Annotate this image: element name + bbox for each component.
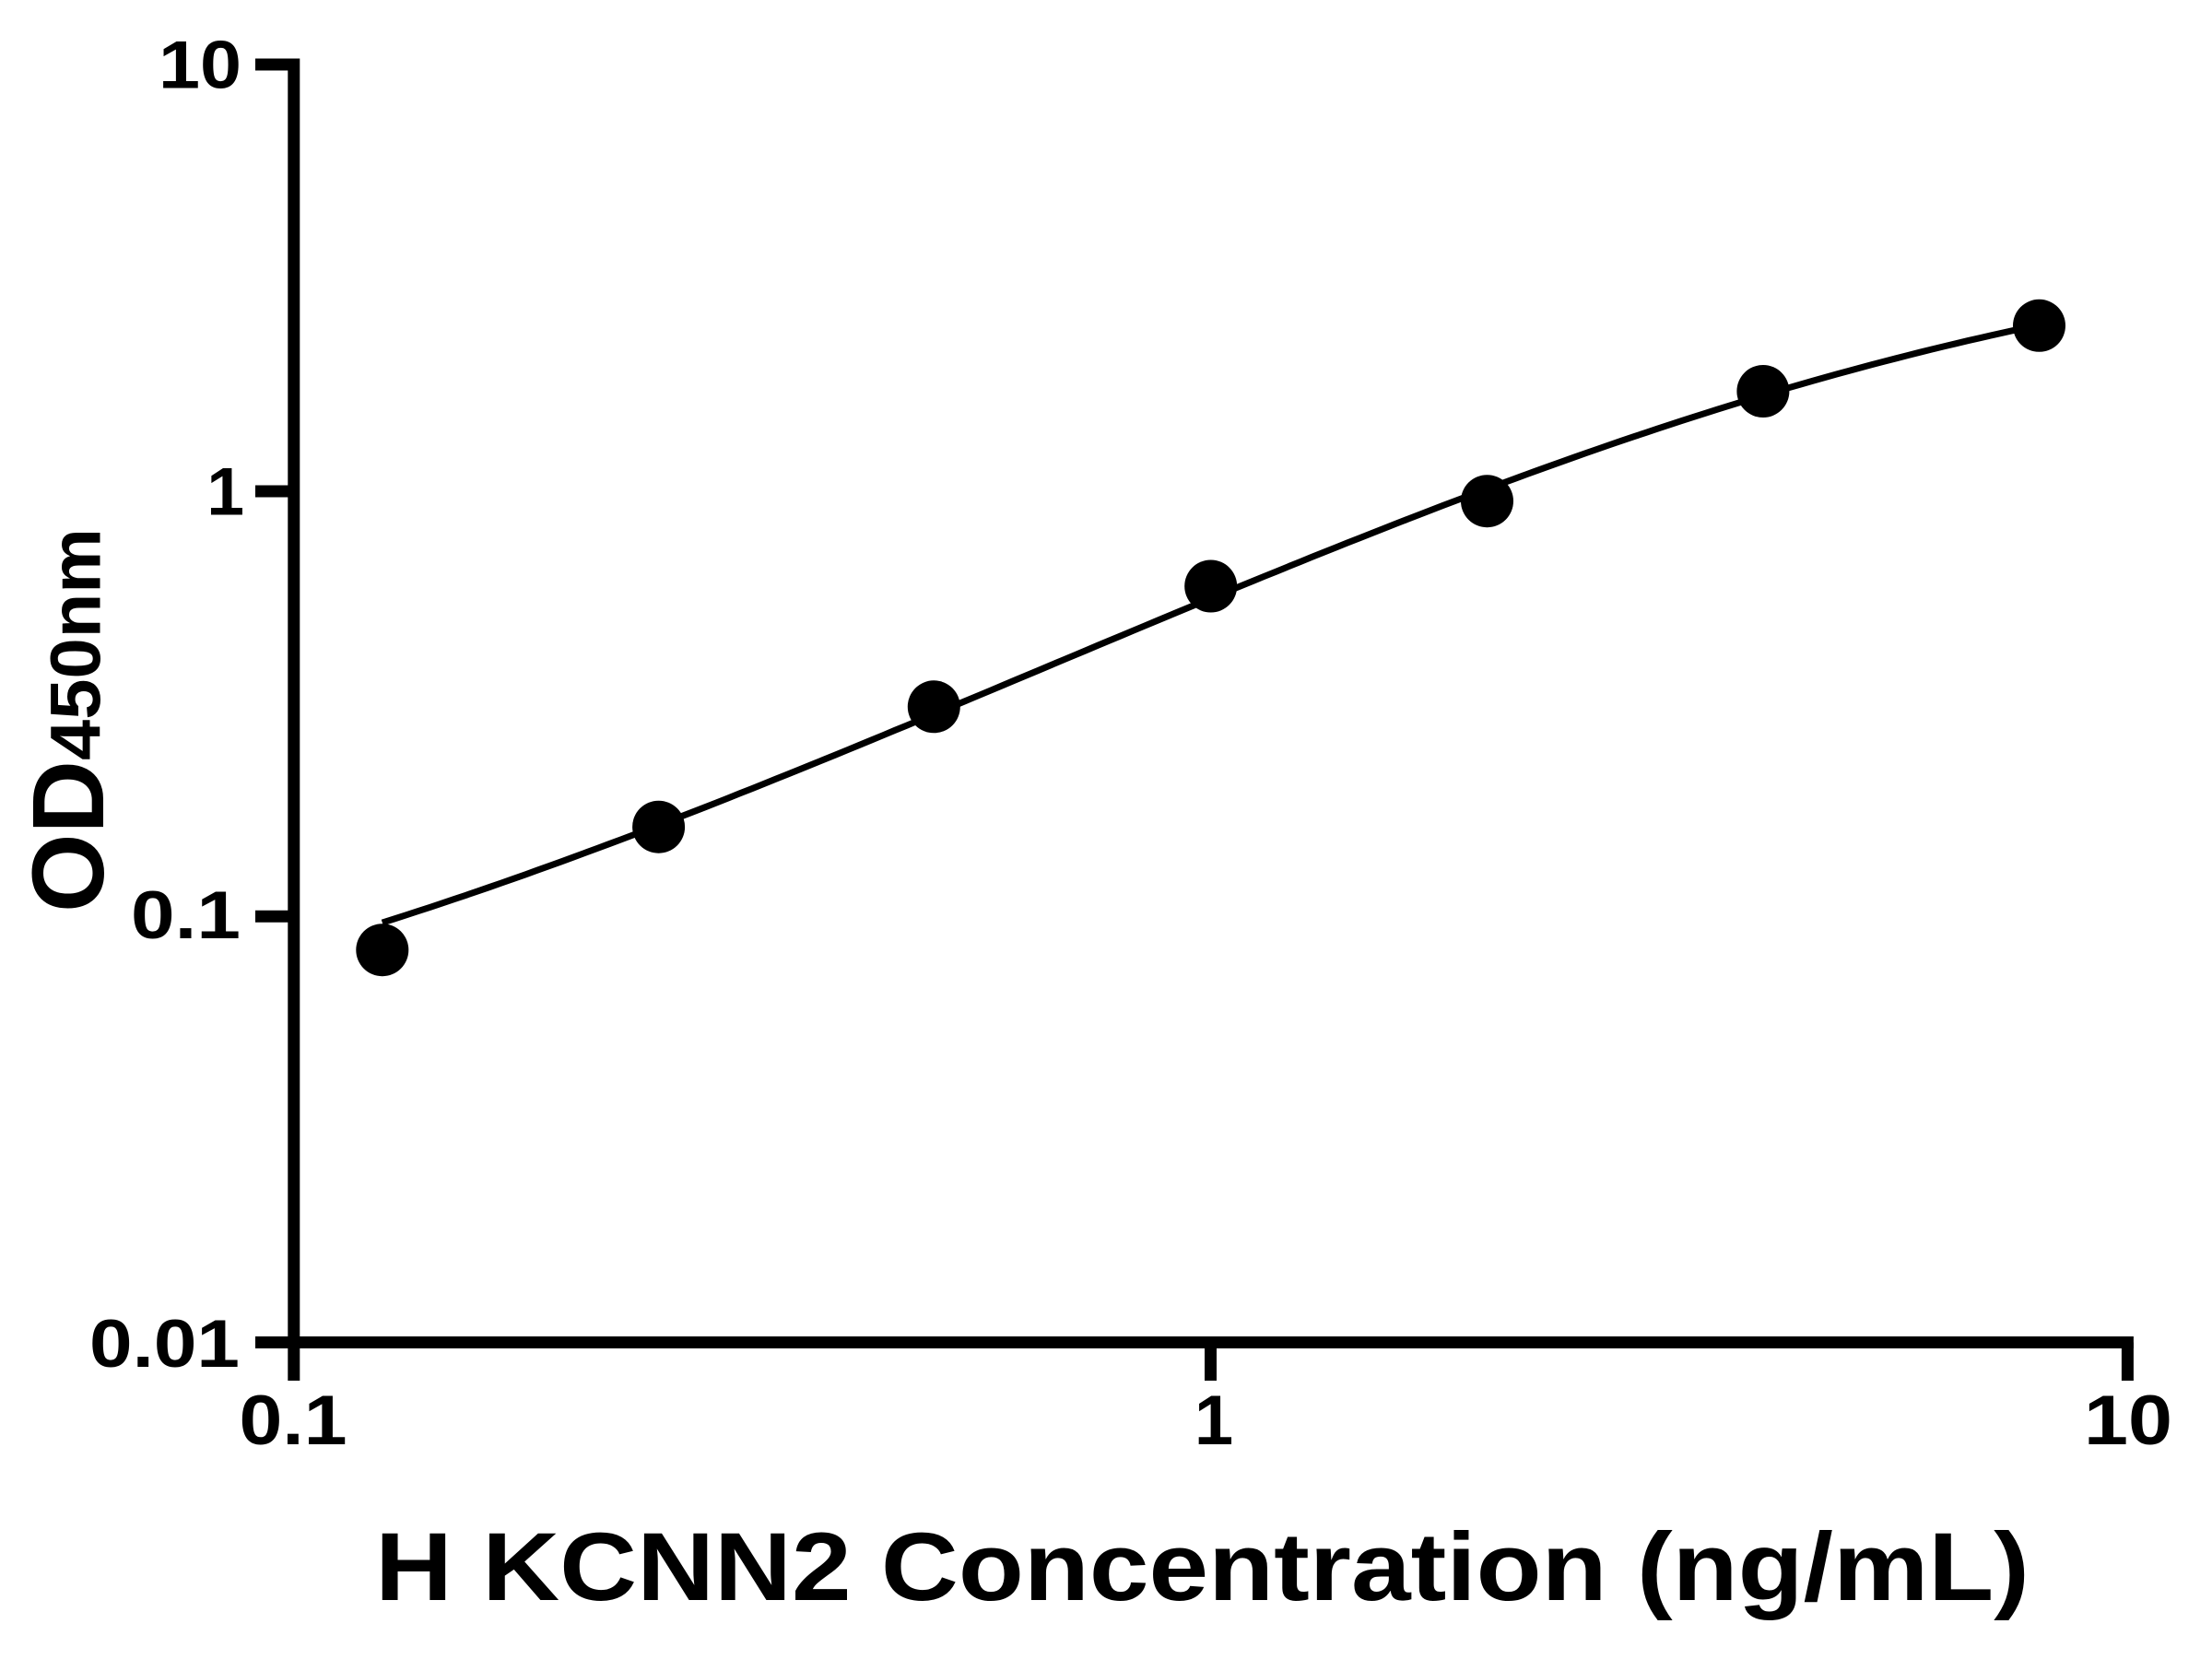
svg-text:1: 1	[1194, 1382, 1233, 1460]
svg-text:H KCNN2 Concentration (ng/mL): H KCNN2 Concentration (ng/mL)	[375, 1513, 2030, 1621]
svg-text:0.1: 0.1	[240, 1382, 347, 1460]
svg-text:10: 10	[159, 29, 241, 103]
svg-text:1: 1	[206, 455, 244, 530]
svg-text:0.01: 0.01	[89, 1307, 240, 1382]
svg-text:0.1: 0.1	[131, 878, 241, 953]
svg-text:10: 10	[2084, 1382, 2172, 1460]
